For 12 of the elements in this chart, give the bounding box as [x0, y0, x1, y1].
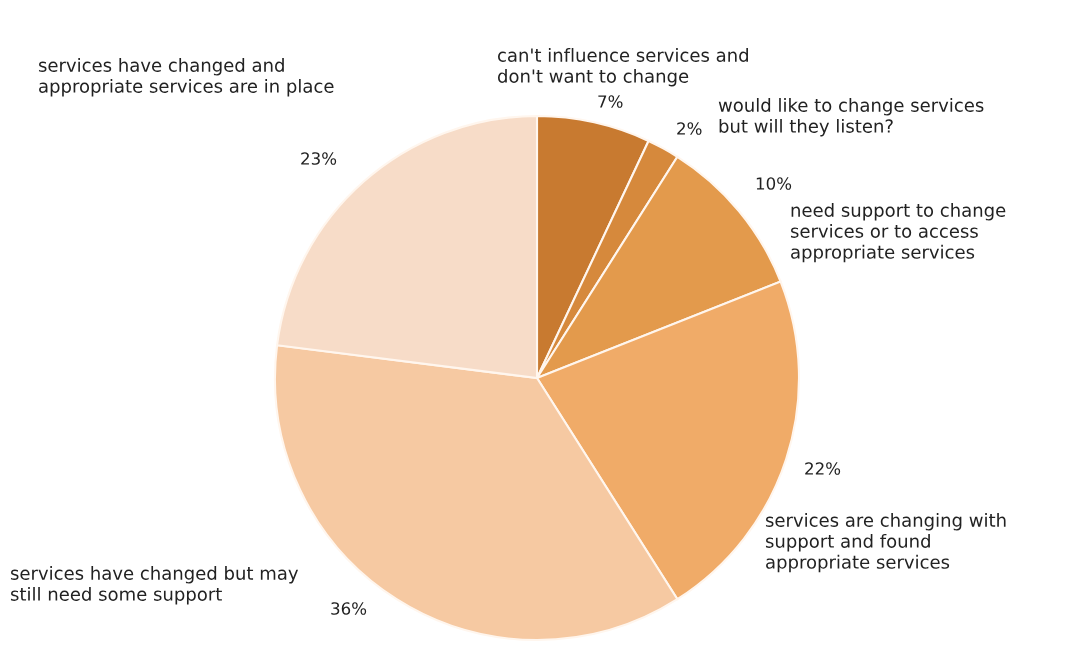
- slice-label: can't influence services and don't want to change: [498, 48, 748, 87]
- data-label: 36%: [331, 602, 367, 615]
- data-label: 2%: [677, 122, 702, 135]
- slice-label: services are changing with support and found appropriate services: [765, 513, 1006, 573]
- slice-label: would like to change services but will they listen?: [718, 98, 984, 137]
- slice-label: need support to change services or to access appropriate services: [790, 203, 1006, 263]
- data-label: 23%: [301, 152, 337, 165]
- data-label: 22%: [805, 462, 841, 475]
- data-label: 10%: [756, 177, 792, 190]
- slice-label: services have changed and appropriate services are in place: [38, 58, 334, 97]
- slice-label: services have changed but may still need some support: [10, 566, 299, 605]
- data-label: 7%: [598, 95, 623, 108]
